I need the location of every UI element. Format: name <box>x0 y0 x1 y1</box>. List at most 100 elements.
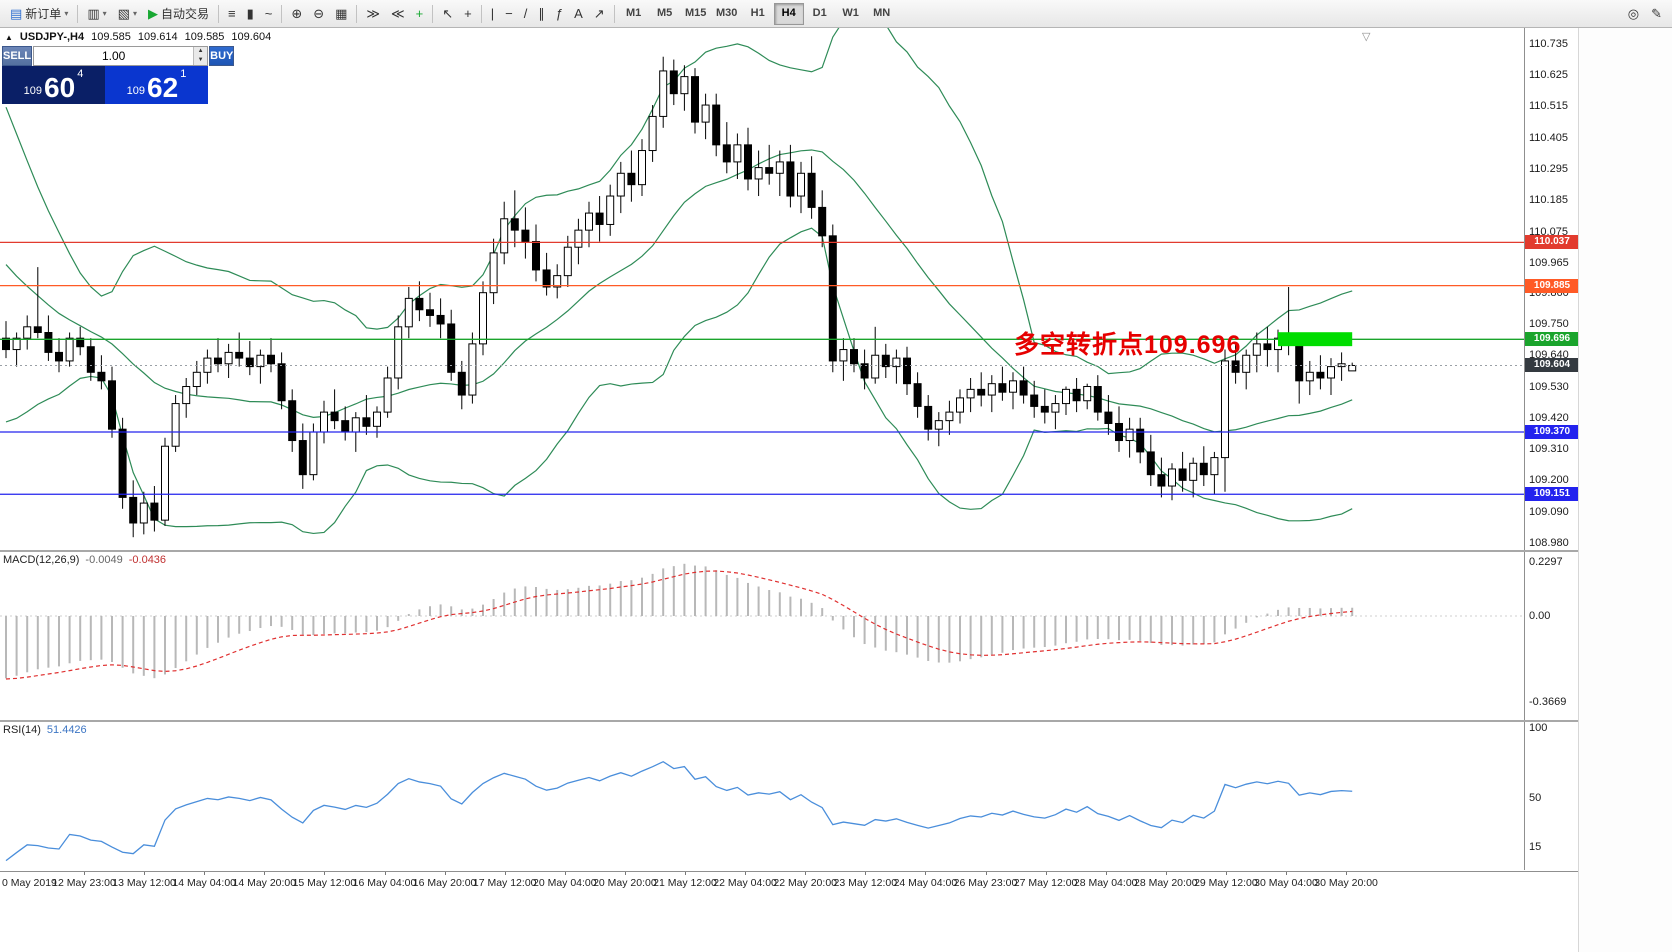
candle <box>744 144 752 180</box>
time-axis-label: 28 May 20:00 <box>1133 877 1198 889</box>
candle <box>956 397 964 413</box>
macd-pane[interactable]: 0.2297 0.00 -0.3669 MACD(12,26,9) -0.0049 … <box>0 552 1578 720</box>
zoom-in-icon: ⊕ <box>291 6 303 21</box>
time-axis-label: 12 May 23:00 <box>52 877 116 889</box>
chart-window[interactable]: 110.735 110.625 110.515 110.405 110.295 110.1… <box>0 28 1579 952</box>
candle <box>754 167 763 180</box>
candle <box>733 144 742 163</box>
timeframe-m30[interactable]: M30 <box>715 6 738 19</box>
candle <box>256 354 265 368</box>
pivot-annotation-text[interactable]: 多空转折点109.696 <box>1014 331 1242 359</box>
fibonacci-button[interactable]: ƒ <box>551 2 568 26</box>
new-order-button[interactable]: ▤ 新订单 ▾ <box>5 2 73 26</box>
crosshair-button[interactable]: + <box>459 2 477 26</box>
time-axis-tick <box>1346 872 1348 875</box>
trendline-button[interactable]: / <box>519 2 533 26</box>
candle <box>108 380 116 430</box>
new-chart-button[interactable]: ▥ ▾ <box>82 2 111 26</box>
macd-chart-svg[interactable] <box>0 552 1524 720</box>
pane-divider[interactable] <box>0 720 1578 722</box>
price-axis-label: 110.295 <box>1529 163 1568 176</box>
volume-increase-button[interactable]: ▲ <box>194 47 208 56</box>
bollinger-middle-line <box>5 149 1353 433</box>
timeframe-w1[interactable]: W1 <box>842 6 859 19</box>
candle <box>691 76 699 123</box>
time-axis-label: 23 May 12:00 <box>833 877 898 889</box>
price-axis-label: 109.420 <box>1529 411 1569 424</box>
autotrading-button[interactable]: ▶ 自动交易 <box>143 2 214 26</box>
search-button[interactable]: ◎ <box>1623 2 1644 26</box>
candle <box>1221 360 1229 459</box>
toolbar-separator <box>217 4 219 23</box>
timeframe-d1[interactable]: D1 <box>812 6 827 19</box>
line-chart-button[interactable]: ~ <box>260 2 278 26</box>
highlight-green-bar[interactable] <box>1278 332 1353 347</box>
price-axis[interactable]: 110.735 110.625 110.515 110.405 110.295 110.1… <box>1524 28 1579 550</box>
add-indicator-button[interactable]: + <box>411 2 429 26</box>
time-axis-tick <box>1225 872 1227 875</box>
timeframe-mn[interactable]: MN <box>873 6 891 19</box>
pane-divider[interactable] <box>0 550 1578 552</box>
rsi-axis-label: 50 <box>1529 792 1542 804</box>
trendline-icon: / <box>523 6 528 21</box>
candlestick-chart-button[interactable]: ▮ <box>242 2 259 26</box>
time-axis-label: 17 May 12:00 <box>472 877 537 889</box>
time-axis[interactable]: 0 May 2019 12 May 23:00 13 May 12:00 14 May… <box>0 871 1578 894</box>
sell-button[interactable]: SELL <box>2 46 33 66</box>
time-axis-label: 15 May 12:00 <box>292 877 357 889</box>
candle <box>1062 388 1070 405</box>
candle <box>924 405 933 430</box>
timeframe-m1[interactable]: M1 <box>626 6 642 19</box>
rsi-pane[interactable]: 100 50 15 RSI(14) 51.4426 <box>0 722 1578 870</box>
cursor-button[interactable]: ↖ <box>437 2 458 26</box>
timeframe-h1[interactable]: H1 <box>750 6 765 19</box>
buy-price-big: 62 <box>147 72 179 103</box>
profiles-button[interactable]: ▧ ▾ <box>113 2 142 26</box>
volume-input[interactable] <box>34 47 194 65</box>
equidistant-channel-button[interactable]: ∥ <box>533 2 550 26</box>
macd-axis[interactable]: 0.2297 0.00 -0.3669 <box>1524 552 1578 720</box>
price-axis-label: 109.200 <box>1529 474 1569 487</box>
zoom-in-button[interactable]: ⊕ <box>286 2 307 26</box>
profiles-icon: ▧ <box>117 6 130 21</box>
horizontal-line-button[interactable]: − <box>500 2 518 26</box>
timeframe-h4[interactable]: H4 <box>773 2 804 25</box>
rsi-chart-svg[interactable] <box>0 722 1524 870</box>
vertical-line-button[interactable]: | <box>486 2 499 26</box>
cursor-icon: ↖ <box>442 6 454 21</box>
time-axis-label: 22 May 04:00 <box>713 877 777 889</box>
candle <box>161 445 169 521</box>
candle <box>1199 462 1208 476</box>
candle <box>203 357 212 373</box>
volume-decrease-button[interactable]: ▼ <box>194 56 208 65</box>
text-button[interactable]: A <box>569 2 588 26</box>
candle <box>309 431 318 476</box>
candle <box>224 351 233 365</box>
price-pane[interactable]: 110.735 110.625 110.515 110.405 110.295 110.1… <box>0 28 1579 550</box>
vertical-line-icon: | <box>490 6 495 21</box>
candle <box>330 411 339 422</box>
buy-price-display[interactable]: 109 62 1 <box>105 66 208 104</box>
candle <box>1093 386 1102 413</box>
candle <box>277 363 286 402</box>
rsi-axis[interactable]: 100 50 15 <box>1524 722 1578 870</box>
candle <box>1125 428 1134 442</box>
chart-shift-button[interactable]: ≪ <box>386 2 410 26</box>
buy-button[interactable]: BUY <box>209 46 235 66</box>
edit-pencil-button[interactable]: ✎ <box>1646 2 1667 26</box>
timeframe-m15[interactable]: M15 <box>684 6 707 19</box>
tile-windows-button[interactable]: ▦ <box>330 2 352 26</box>
sell-price-display[interactable]: 109 60 4 <box>2 66 105 104</box>
timeframe-m5[interactable]: M5 <box>657 6 673 19</box>
auto-scroll-button[interactable]: ≫ <box>361 2 385 26</box>
candle <box>1157 474 1166 487</box>
candle <box>669 70 678 95</box>
chart-shift-marker-icon[interactable]: ▽ <box>1362 31 1371 43</box>
price-axis-label: 110.185 <box>1529 194 1568 207</box>
arrows-button[interactable]: ↗ <box>589 2 610 26</box>
zoom-out-button[interactable]: ⊖ <box>308 2 329 26</box>
price-chart-svg[interactable] <box>0 28 1524 550</box>
bar-chart-button[interactable]: ≡ <box>223 2 241 26</box>
candle <box>1051 403 1060 413</box>
candle <box>722 144 731 163</box>
